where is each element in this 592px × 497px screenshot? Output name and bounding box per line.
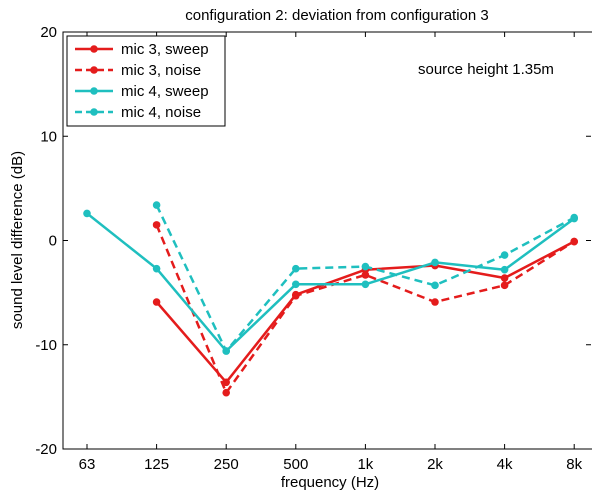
legend-item: mic 4, sweep [75, 83, 209, 100]
legend-marker [90, 45, 98, 53]
data-point [152, 298, 161, 306]
legend-label: mic 4, noise [121, 104, 201, 121]
data-point [500, 281, 509, 290]
series-mic-4-noise [152, 201, 578, 355]
axes: -20 -10 0 10 20 63 125 250 500 1k 2k 4k 8k [35, 24, 591, 473]
series-layer [83, 201, 578, 397]
legend-marker [90, 108, 98, 116]
x-tick-label: 1k [357, 456, 373, 473]
data-point [222, 347, 230, 355]
legend-marker [90, 87, 98, 95]
x-tick-label: 4k [497, 456, 513, 473]
data-point [500, 265, 509, 274]
data-point [500, 274, 509, 282]
data-point [570, 213, 578, 222]
chart-title: configuration 2: deviation from configur… [185, 7, 489, 24]
data-point [83, 209, 91, 218]
series-line [86, 212, 575, 353]
y-axis-label: sound level difference (dB) [9, 151, 26, 329]
legend-label: mic 3, noise [121, 62, 201, 79]
legend-item: mic 3, noise [75, 62, 201, 79]
legend-marker [90, 66, 98, 74]
data-point [570, 237, 578, 246]
legend-item: mic 3, sweep [75, 41, 209, 58]
data-point [292, 291, 300, 300]
legend-label: mic 3, sweep [121, 41, 209, 58]
series-mic-3-sweep [152, 237, 578, 387]
x-tick-label: 8k [566, 456, 582, 473]
data-point [361, 271, 370, 279]
x-tick-label: 500 [283, 456, 308, 473]
x-axis-label: frequency (Hz) [281, 474, 379, 491]
data-point [292, 280, 300, 289]
y-tick-label: -10 [35, 337, 57, 354]
y-tick-label: 10 [40, 128, 57, 145]
annotation: source height 1.35m [418, 61, 554, 78]
data-point [152, 201, 161, 209]
x-tick-label: 250 [214, 456, 239, 473]
data-point [500, 251, 509, 259]
data-point [152, 264, 161, 273]
legend-label: mic 4, sweep [121, 83, 209, 100]
legend: mic 3, sweep mic 3, noise mic 4, sweep mic … [66, 35, 226, 127]
x-tick-label: 125 [144, 456, 169, 473]
y-tick-label: 20 [40, 24, 57, 41]
y-tick-label: -20 [35, 441, 57, 458]
data-point [222, 378, 230, 387]
y-tick-label: 0 [49, 233, 57, 250]
data-point [431, 258, 439, 267]
series-mic-3-noise [152, 221, 578, 397]
data-point [431, 281, 439, 290]
data-point [222, 388, 230, 397]
data-point [361, 262, 370, 271]
x-tick-label: 63 [79, 456, 96, 473]
series-line [155, 240, 575, 384]
data-point [152, 221, 161, 229]
data-point [431, 298, 439, 306]
x-tick-label: 2k [427, 456, 443, 473]
data-point [361, 280, 370, 289]
legend-item: mic 4, noise [75, 104, 201, 121]
data-point [292, 264, 300, 273]
